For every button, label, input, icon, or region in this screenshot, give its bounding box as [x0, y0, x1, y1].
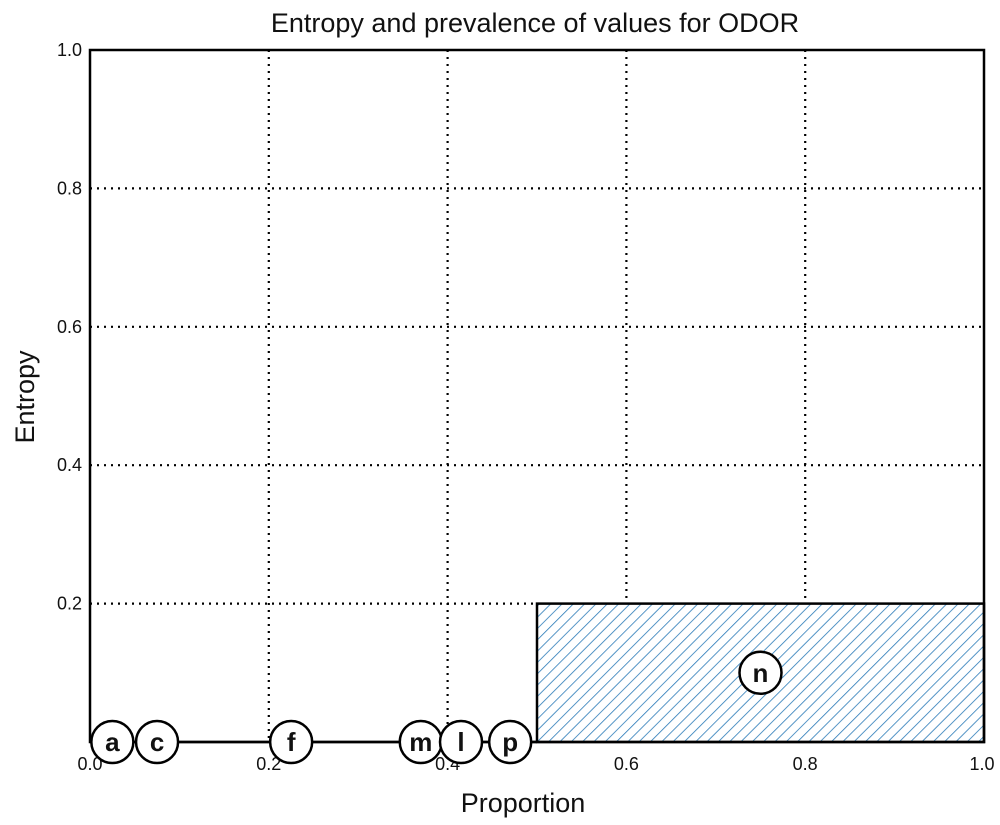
marker-label-f: f: [287, 727, 296, 757]
marker-label-a: a: [105, 727, 120, 757]
chart-title: Entropy and prevalence of values for ODO…: [271, 8, 799, 38]
marker-circle-c: [134, 719, 180, 765]
marker-circle-a: [90, 719, 135, 765]
y-tick-label: 0.6: [57, 317, 82, 337]
marker-circle-n: [738, 650, 783, 696]
marker-label-n: n: [753, 658, 769, 688]
x-tick-label: 1.0: [969, 754, 994, 774]
marker-circle-p: [487, 719, 533, 765]
x-tick-label: 0.2: [256, 754, 281, 774]
value-markers: a c f m l p n: [90, 650, 783, 765]
marker-label-c: c: [150, 727, 164, 757]
bars-layer: [90, 602, 986, 744]
grid-lines: [90, 50, 984, 742]
y-tick-label: 1.0: [57, 40, 82, 60]
y-axis-label: Entropy: [10, 350, 40, 444]
x-tick-label: 0.8: [793, 754, 818, 774]
plot-border: [88, 48, 986, 744]
y-tick-labels: 0.2 0.4 0.6 0.8 1.0: [57, 40, 82, 614]
x-axis-label: Proportion: [461, 788, 586, 818]
marker-label-l: l: [457, 727, 464, 757]
marker-label-p: p: [502, 727, 518, 757]
y-tick-label: 0.4: [57, 455, 82, 475]
marker-label-m: m: [409, 727, 432, 757]
x-tick-labels: 0.0 0.2 0.4 0.6 0.8 1.0: [77, 754, 994, 774]
x-tick-label: 0.6: [614, 754, 639, 774]
marker-circle-f: [268, 719, 314, 765]
x-tick-label: 0.0: [77, 754, 102, 774]
marker-circle-l: [438, 719, 484, 765]
plot-frame: [88, 48, 986, 744]
y-tick-label: 0.2: [57, 594, 82, 614]
y-tick-label: 0.8: [57, 178, 82, 198]
